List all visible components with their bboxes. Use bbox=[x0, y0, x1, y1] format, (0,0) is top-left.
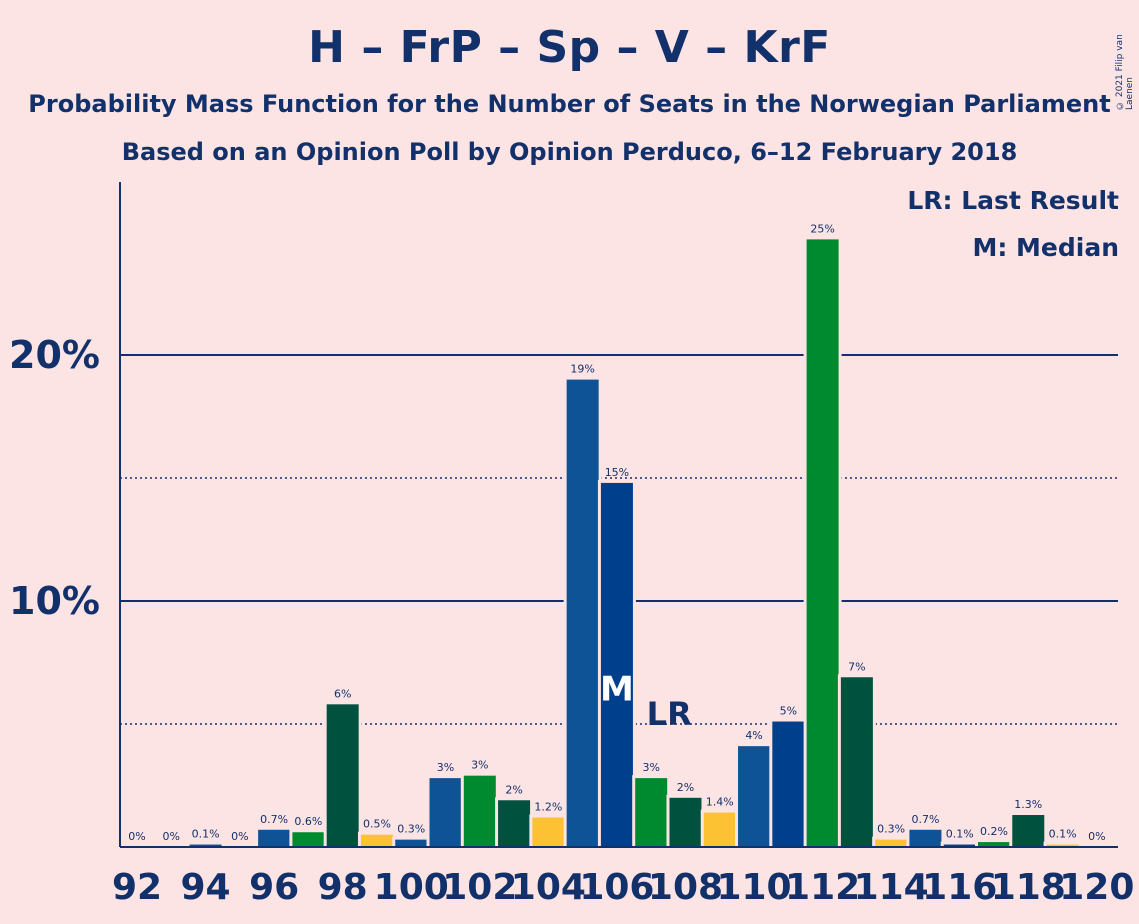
data-label-96: 0.7% bbox=[260, 813, 288, 826]
bar-98 bbox=[326, 704, 359, 847]
data-label-97: 0.6% bbox=[294, 815, 322, 828]
data-label-117: 0.2% bbox=[980, 825, 1008, 838]
chart-subtitle-poll: Based on an Opinion Poll by Opinion Perd… bbox=[121, 138, 1018, 166]
data-label-108: 2% bbox=[677, 781, 694, 794]
bar-108 bbox=[669, 797, 702, 847]
x-tick-label: 116 bbox=[922, 867, 997, 908]
bar-107 bbox=[635, 778, 668, 847]
bar-97 bbox=[292, 832, 325, 847]
x-tick-label: 120 bbox=[1059, 867, 1134, 908]
bar-116 bbox=[943, 844, 976, 847]
bar-96 bbox=[258, 829, 291, 847]
y-tick-label: 10% bbox=[9, 579, 100, 623]
x-tick-label: 94 bbox=[181, 867, 231, 908]
bar-101 bbox=[429, 778, 462, 847]
bar-112 bbox=[806, 239, 839, 847]
bar-114 bbox=[875, 839, 908, 847]
bar-105 bbox=[566, 379, 599, 847]
bar-102 bbox=[463, 775, 496, 847]
bar-103 bbox=[498, 800, 531, 847]
x-tick-label: 118 bbox=[991, 867, 1066, 908]
data-label-95: 0% bbox=[231, 830, 248, 843]
last-result-marker: LR bbox=[647, 695, 692, 733]
data-label-100: 0.3% bbox=[397, 823, 425, 836]
data-label-116: 0.1% bbox=[946, 828, 974, 841]
x-tick-label: 98 bbox=[318, 867, 368, 908]
bar-115 bbox=[909, 829, 942, 847]
chart-title: H – FrP – Sp – V – KrF bbox=[308, 22, 831, 73]
x-tick-label: 112 bbox=[785, 867, 860, 908]
data-label-111: 5% bbox=[780, 705, 797, 718]
data-label-101: 3% bbox=[437, 761, 454, 774]
bar-109 bbox=[703, 812, 736, 847]
data-label-103: 2% bbox=[505, 783, 522, 796]
y-tick-label: 20% bbox=[9, 333, 100, 377]
bar-113 bbox=[840, 677, 873, 847]
data-label-99: 0.5% bbox=[363, 818, 391, 831]
data-label-98: 6% bbox=[334, 687, 351, 700]
x-tick-label: 106 bbox=[579, 867, 654, 908]
data-label-105: 19% bbox=[570, 363, 594, 376]
data-label-118: 1.3% bbox=[1014, 798, 1042, 811]
bar-100 bbox=[395, 839, 428, 847]
bar-99 bbox=[360, 834, 393, 847]
x-tick-label: 110 bbox=[716, 867, 791, 908]
x-tick-label: 96 bbox=[249, 867, 299, 908]
data-label-102: 3% bbox=[471, 759, 488, 772]
data-label-110: 4% bbox=[745, 729, 762, 742]
x-tick-label: 108 bbox=[648, 867, 723, 908]
bar-halo bbox=[940, 841, 979, 847]
median-marker: M bbox=[600, 670, 634, 710]
x-tick-label: 114 bbox=[854, 867, 929, 908]
x-tick-label: 100 bbox=[374, 867, 449, 908]
bar-halo bbox=[1043, 841, 1082, 847]
data-label-114: 0.3% bbox=[877, 823, 905, 836]
bar-111 bbox=[772, 721, 805, 847]
data-label-112: 25% bbox=[810, 222, 834, 235]
bar-94 bbox=[189, 844, 222, 847]
x-tick-label: 92 bbox=[112, 867, 162, 908]
x-tick-label: 102 bbox=[442, 867, 517, 908]
legend-last-result: LR: Last Result bbox=[907, 186, 1119, 215]
legend-median: M: Median bbox=[972, 233, 1119, 262]
chart-subtitle: Probability Mass Function for the Number… bbox=[28, 90, 1111, 118]
data-label-93: 0% bbox=[163, 830, 180, 843]
data-label-92: 0% bbox=[128, 830, 145, 843]
data-label-109: 1.4% bbox=[706, 796, 734, 809]
bar-119 bbox=[1046, 844, 1079, 847]
data-label-120: 0% bbox=[1088, 830, 1105, 843]
bar-110 bbox=[738, 746, 771, 847]
data-label-94: 0.1% bbox=[192, 828, 220, 841]
data-label-119: 0.1% bbox=[1049, 828, 1077, 841]
data-label-106: 15% bbox=[605, 466, 629, 479]
data-label-115: 0.7% bbox=[911, 813, 939, 826]
data-label-104: 1.2% bbox=[534, 800, 562, 813]
bar-118 bbox=[1012, 815, 1045, 847]
data-label-113: 7% bbox=[848, 660, 865, 673]
bar-106 bbox=[600, 482, 633, 847]
bar-104 bbox=[532, 817, 565, 847]
x-tick-label: 104 bbox=[511, 867, 586, 908]
bar-117 bbox=[978, 842, 1010, 847]
bar-halo bbox=[186, 841, 225, 847]
data-label-107: 3% bbox=[642, 761, 659, 774]
